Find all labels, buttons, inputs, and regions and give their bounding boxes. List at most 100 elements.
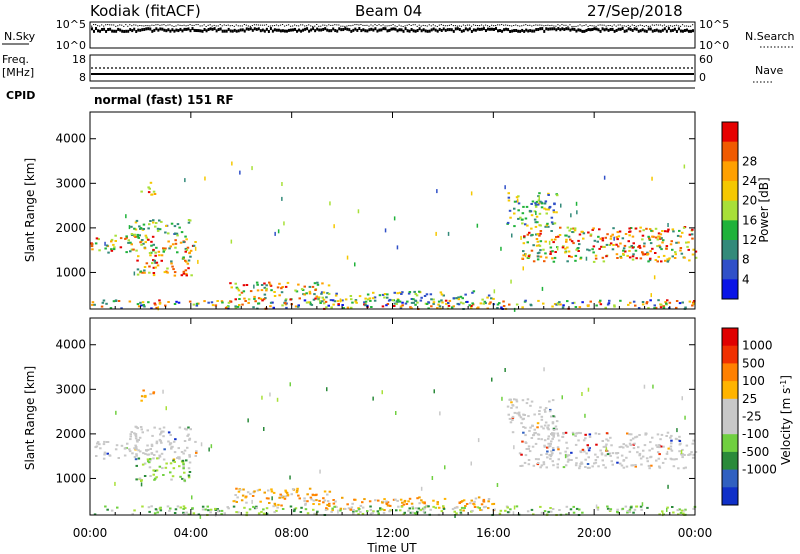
nsky-sample bbox=[673, 27, 676, 31]
heatmap-cell bbox=[682, 509, 686, 512]
nsearch-sample bbox=[259, 24, 262, 26]
heatmap-cell bbox=[160, 259, 163, 262]
heatmap-cell bbox=[136, 427, 139, 430]
heatmap-cell bbox=[566, 260, 569, 263]
colorbar-segment bbox=[722, 240, 738, 261]
heatmap-cell bbox=[481, 298, 484, 301]
heatmap-cell bbox=[632, 242, 635, 245]
heatmap-cell bbox=[641, 455, 645, 458]
heatmap-cell bbox=[296, 487, 299, 490]
heatmap-cell bbox=[598, 228, 601, 231]
heatmap-cell bbox=[368, 297, 372, 300]
heatmap-cell bbox=[547, 225, 550, 228]
heatmap-cell bbox=[417, 507, 421, 510]
heatmap-cell bbox=[352, 509, 355, 512]
nsearch-sample bbox=[683, 25, 686, 27]
heatmap-cell bbox=[651, 235, 654, 238]
heatmap-cell bbox=[486, 296, 489, 299]
heatmap-cell bbox=[337, 509, 339, 514]
nsearch-sample bbox=[273, 25, 276, 27]
nsky-sample bbox=[629, 27, 632, 31]
nsearch-sample bbox=[241, 25, 243, 27]
nsearch-sample bbox=[643, 25, 645, 27]
nsky-sample bbox=[173, 29, 176, 33]
heatmap-cell bbox=[306, 493, 309, 496]
nsearch-sample bbox=[659, 24, 662, 26]
heatmap-cell bbox=[136, 235, 140, 238]
heatmap-cell bbox=[139, 426, 143, 428]
nsky-sample bbox=[386, 29, 389, 33]
heatmap-cell bbox=[263, 293, 267, 296]
power-y-label: Slant Range [km] bbox=[23, 158, 37, 262]
heatmap-cell bbox=[629, 301, 632, 304]
heatmap-cell bbox=[660, 303, 663, 306]
heatmap-cell bbox=[612, 244, 615, 246]
nsearch-sample bbox=[567, 25, 569, 27]
heatmap-cell bbox=[628, 234, 631, 237]
heatmap-cell bbox=[525, 448, 528, 450]
nsearch-sample bbox=[352, 24, 354, 26]
heatmap-cell bbox=[369, 505, 372, 508]
heatmap-cell bbox=[536, 221, 539, 224]
nsearch-sample bbox=[338, 24, 340, 26]
heatmap-cell bbox=[653, 307, 656, 310]
heatmap-cell bbox=[558, 301, 561, 304]
heatmap-cell bbox=[128, 448, 131, 451]
heatmap-cell bbox=[603, 175, 606, 180]
heatmap-cell bbox=[650, 464, 653, 467]
heatmap-cell bbox=[146, 458, 150, 461]
heatmap-cell bbox=[596, 506, 600, 509]
nsky-sample bbox=[645, 29, 648, 33]
heatmap-cell bbox=[487, 498, 491, 500]
nsearch-sample bbox=[410, 24, 412, 26]
nsky-sample bbox=[308, 29, 311, 33]
heatmap-cell bbox=[206, 505, 209, 508]
nsky-sample bbox=[135, 29, 138, 33]
nsky-sample bbox=[267, 29, 270, 33]
heatmap-cell bbox=[204, 508, 207, 511]
colorbar-tick-label: 20 bbox=[742, 194, 757, 208]
heatmap-cell bbox=[99, 447, 102, 450]
heatmap-cell bbox=[294, 305, 298, 308]
heatmap-cell bbox=[297, 304, 300, 307]
nsky-sample bbox=[591, 27, 594, 31]
heatmap-cell bbox=[539, 505, 542, 508]
heatmap-cell bbox=[284, 489, 287, 492]
heatmap-cell bbox=[178, 457, 181, 460]
heatmap-cell bbox=[571, 231, 574, 233]
nsearch-sample bbox=[374, 24, 376, 26]
nsearch-sample bbox=[501, 24, 503, 26]
heatmap-cell bbox=[530, 249, 534, 252]
heatmap-cell bbox=[427, 505, 430, 508]
heatmap-cell bbox=[679, 247, 683, 249]
nsky-sample bbox=[279, 29, 282, 33]
power-heatmap bbox=[90, 161, 698, 312]
heatmap-cell bbox=[692, 439, 695, 442]
heatmap-cell bbox=[133, 233, 136, 236]
heatmap-cell bbox=[694, 451, 698, 453]
heatmap-cell bbox=[550, 440, 553, 443]
heatmap-cell bbox=[186, 246, 190, 249]
heatmap-cell bbox=[187, 267, 190, 270]
heatmap-cell bbox=[675, 458, 678, 461]
heatmap-cell bbox=[491, 377, 493, 382]
nsearch-sample bbox=[645, 25, 647, 27]
heatmap-cell bbox=[622, 446, 625, 449]
nsky-sample bbox=[133, 27, 136, 31]
heatmap-cell bbox=[189, 255, 192, 258]
heatmap-cell bbox=[606, 507, 610, 510]
heatmap-cell bbox=[104, 241, 106, 246]
heatmap-cell bbox=[680, 252, 684, 255]
heatmap-cell bbox=[289, 505, 293, 508]
nsearch-sample bbox=[251, 25, 253, 27]
heatmap-cell bbox=[543, 202, 547, 205]
heatmap-cell bbox=[539, 406, 542, 409]
nsky-sample bbox=[261, 28, 264, 32]
heatmap-cell bbox=[136, 440, 139, 443]
heatmap-cell bbox=[146, 429, 149, 432]
nsearch-sample bbox=[223, 24, 225, 26]
heatmap-cell bbox=[680, 450, 683, 454]
heatmap-cell bbox=[556, 432, 559, 435]
heatmap-cell bbox=[182, 270, 186, 273]
heatmap-cell bbox=[166, 267, 169, 270]
